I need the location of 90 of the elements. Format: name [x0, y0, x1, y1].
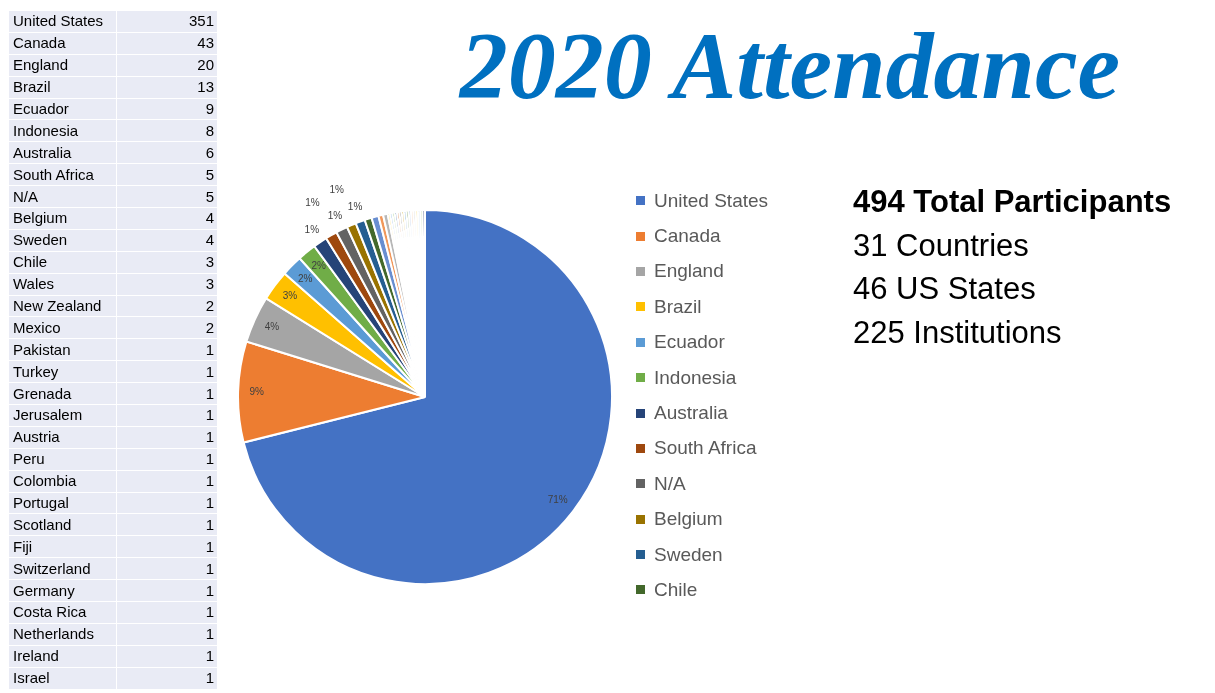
category-label: Wales	[8, 273, 117, 296]
category-label: England	[8, 54, 117, 77]
data-label: 43	[116, 32, 218, 55]
text: 46 US States	[853, 270, 1037, 308]
data-label: 8	[116, 119, 218, 142]
data-label: 3	[116, 273, 218, 296]
category-label: Belgium	[8, 207, 117, 230]
data-label: 1	[116, 623, 218, 646]
data-label: 4%	[264, 320, 280, 332]
category-label: Fiji	[8, 535, 117, 558]
data-label: 3%	[282, 290, 298, 302]
category-label: United States	[8, 10, 117, 33]
category-label: Sweden	[8, 229, 117, 252]
data-label: 4	[116, 229, 218, 252]
data-label: 9	[116, 98, 218, 120]
category-label: Turkey	[8, 360, 117, 383]
data-label: 1	[116, 645, 218, 668]
data-label: 9%	[249, 386, 265, 398]
data-label: 1	[116, 579, 218, 602]
data-label: 1	[116, 492, 218, 514]
data-label: 5	[116, 185, 218, 208]
category-label: Colombia	[8, 470, 117, 493]
data-label: 1	[116, 382, 218, 405]
text: 225 Institutions	[853, 313, 1063, 352]
category-label: New Zealand	[8, 295, 117, 317]
category-label: Peru	[8, 448, 117, 471]
data-label: 1%	[305, 196, 320, 208]
category-label: N/A	[8, 185, 117, 208]
legend-label: Belgium	[654, 508, 723, 531]
legend-label: United States	[654, 189, 769, 212]
data-label: 2	[116, 295, 218, 317]
data-label: 1	[116, 513, 218, 536]
category-label: Mexico	[8, 316, 117, 339]
category-label: Jerusalem	[8, 404, 117, 427]
data-label: 6	[116, 141, 218, 164]
category-label: Costa Rica	[8, 601, 117, 624]
category-label: Canada	[8, 32, 117, 55]
data-label: 2	[116, 316, 218, 339]
category-label: Germany	[8, 579, 117, 602]
data-label: 4	[116, 207, 218, 230]
category-label: South Africa	[8, 163, 117, 186]
data-label: 71%	[547, 494, 568, 506]
category-label: Netherlands	[8, 623, 117, 646]
data-label: 1	[116, 338, 218, 361]
category-label: Grenada	[8, 382, 117, 405]
data-label: 1	[116, 426, 218, 449]
data-label: 1	[116, 360, 218, 383]
data-label: 1	[116, 667, 218, 690]
category-label: Scotland	[8, 513, 117, 536]
text: 494 Total Participants	[853, 183, 1172, 221]
legend-label: Ecuador	[654, 331, 725, 354]
category-label: Australia	[8, 141, 117, 164]
legend-label: Indonesia	[654, 366, 737, 389]
data-label: 2%	[311, 260, 326, 272]
legend-label: Australia	[654, 402, 728, 425]
text: 31 Countries	[853, 226, 1030, 265]
data-label: 1%	[327, 209, 343, 221]
legend-label: South Africa	[654, 437, 757, 460]
data-label: 5	[116, 163, 218, 186]
data-label: 1	[116, 557, 218, 580]
data-label: 3	[116, 251, 218, 274]
legend-label: England	[654, 260, 724, 283]
category-label: Brazil	[8, 76, 117, 99]
legend-label: N/A	[654, 472, 686, 495]
category-label: Pakistan	[8, 338, 117, 361]
legend-label: Brazil	[654, 295, 702, 318]
data-label: 1	[116, 535, 218, 558]
legend-label: Sweden	[654, 543, 723, 566]
category-label: Ireland	[8, 645, 117, 668]
data-label: 1%	[304, 223, 320, 235]
legend-label: Canada	[654, 225, 721, 248]
data-label: 1	[116, 404, 218, 427]
data-label: 1	[116, 470, 218, 493]
data-label: 351	[116, 10, 218, 33]
legend-label: Chile	[654, 578, 698, 601]
data-label: 1	[116, 601, 218, 624]
category-label: Indonesia	[8, 119, 117, 142]
data-label: 1%	[329, 184, 345, 196]
chart-title: 2020 Attendance	[457, 11, 1122, 121]
category-label: Portugal	[8, 492, 117, 514]
data-label: 2%	[297, 272, 313, 284]
category-label: Israel	[8, 667, 117, 690]
category-label: Chile	[8, 251, 117, 274]
category-label: Switzerland	[8, 557, 117, 580]
data-label: 1	[116, 448, 218, 471]
category-label: Austria	[8, 426, 117, 449]
data-label: 13	[116, 76, 218, 99]
data-label: 20	[116, 54, 218, 77]
category-label: Ecuador	[8, 98, 117, 120]
data-label: 1%	[347, 201, 363, 213]
